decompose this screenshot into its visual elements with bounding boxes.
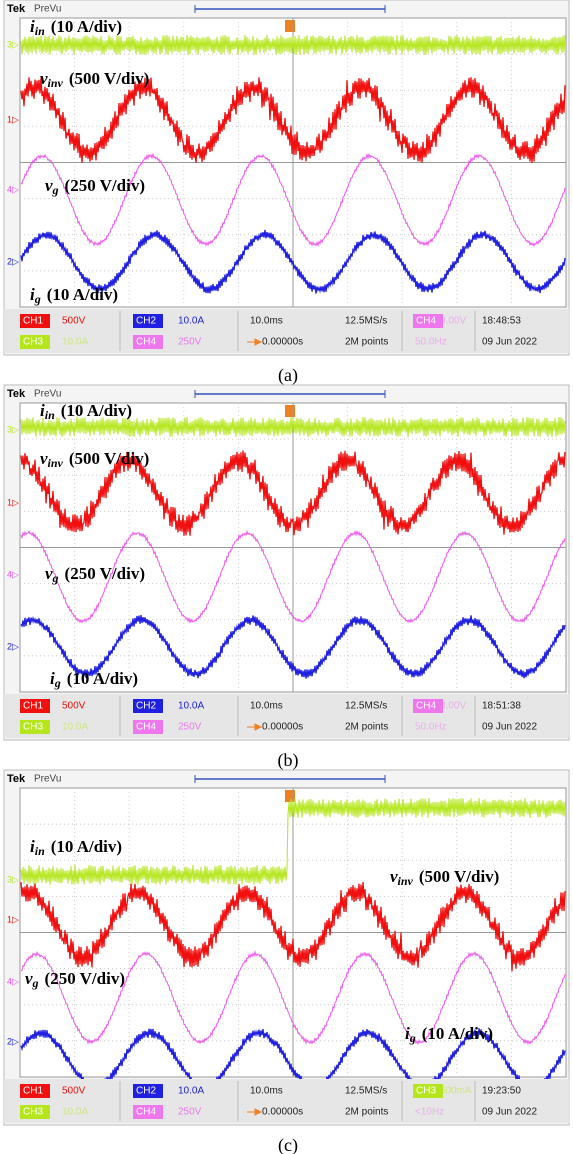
status-value: 12.5MS/s [345, 316, 387, 327]
channel-marker: 1▷ [7, 914, 19, 924]
label-scale: (250 V/div) [65, 564, 145, 583]
status-value: 09 Jun 2022 [482, 1107, 537, 1118]
label-scale: (250 V/div) [45, 969, 125, 988]
status-value: 19:23:50 [482, 1086, 521, 1097]
status-value: 10.0A [62, 337, 88, 348]
channel-name: CH2 [136, 1086, 156, 1097]
channel-name: CH4 [136, 1107, 156, 1118]
label-sub: in [35, 24, 45, 38]
label-sub: inv [48, 456, 64, 470]
label-sub: g [409, 1031, 416, 1045]
channel-marker: 2▷ [7, 256, 19, 266]
channel-name: CH1 [23, 316, 43, 327]
channel-marker: 3▷ [7, 39, 19, 49]
status-value: 10.0A [62, 722, 88, 733]
label-scale: (500 V/div) [69, 449, 149, 468]
mode: PreVu [34, 389, 61, 400]
label-sub: in [35, 844, 45, 858]
status-value: 18:51:38 [482, 701, 521, 712]
label-sub: g [32, 976, 39, 990]
label-scale: (10 A/div) [47, 285, 118, 304]
status-value: 12.5MS/s [345, 701, 387, 712]
status-value: 0.00V [440, 316, 466, 327]
page: TekPreVu3▷1▷4▷2▷iin(10 A/div)vinv(500 V/… [0, 0, 573, 1154]
status-value: <10Hz [415, 1107, 444, 1118]
brand: Tek [7, 388, 26, 400]
channel-marker: 3▷ [7, 424, 19, 434]
caption: (a) [278, 365, 298, 386]
status-value: 250V [178, 337, 202, 348]
label-scale: (10 A/div) [51, 837, 122, 856]
status-value: 09 Jun 2022 [482, 337, 537, 348]
caption: (c) [278, 1135, 298, 1154]
channel-name: CH1 [23, 701, 43, 712]
label-sub: g [34, 292, 41, 306]
channel-name: CH2 [136, 701, 156, 712]
channel-name: CH4 [136, 337, 156, 348]
label-scale: (10 A/div) [61, 401, 132, 420]
status-value: 2M points [345, 722, 388, 733]
status-value: 10.0A [62, 1107, 88, 1118]
channel-name: CH3 [23, 722, 43, 733]
figure: TekPreVu3▷1▷4▷2▷iin(10 A/div)vinv(500 V/… [0, 0, 573, 1154]
status-value: 2M points [345, 1107, 388, 1118]
label-scale: (250 V/div) [65, 176, 145, 195]
label-sub: g [52, 571, 59, 585]
label-sub: g [54, 676, 61, 690]
channel-marker: 1▷ [7, 497, 19, 507]
channel-name: CH4 [416, 701, 436, 712]
status-value: 0.00000s [262, 1107, 303, 1118]
status-value: 18:48:53 [482, 316, 521, 327]
status-value: 10.0ms [250, 1086, 283, 1097]
status-value: 250V [178, 1107, 202, 1118]
status-value: 50.0Hz [415, 337, 447, 348]
channel-name: CH2 [136, 316, 156, 327]
channel-name: CH3 [23, 1107, 43, 1118]
status-value: 0.00000s [262, 337, 303, 348]
label-scale: (10 A/div) [51, 17, 122, 36]
channel-marker: 4▷ [7, 976, 19, 986]
channel-marker: 2▷ [7, 1036, 19, 1046]
label-scale: (500 V/div) [419, 867, 499, 886]
status-value: 10.0ms [250, 701, 283, 712]
channel-marker: 4▷ [7, 184, 19, 194]
channel-name: CH4 [416, 316, 436, 327]
status-value: 500V [62, 316, 86, 327]
label-sub: g [52, 183, 59, 197]
status-value: 10.0ms [250, 316, 283, 327]
label-sub: inv [398, 874, 414, 888]
label-scale: (10 A/div) [67, 669, 138, 688]
status-value: 500mA [440, 1086, 472, 1097]
channel-marker: 3▷ [7, 874, 19, 884]
mode: PreVu [34, 4, 61, 15]
status-value: 0.00000s [262, 722, 303, 733]
channel-marker: 2▷ [7, 641, 19, 651]
caption: (b) [278, 750, 299, 771]
status-value: 10.0A [178, 316, 204, 327]
label-scale: (10 A/div) [422, 1024, 493, 1043]
channel-marker: 4▷ [7, 569, 19, 579]
status-value: 2M points [345, 337, 388, 348]
status-value: 50.0Hz [415, 722, 447, 733]
label-scale: (500 V/div) [69, 69, 149, 88]
mode: PreVu [34, 774, 61, 785]
channel-marker: 1▷ [7, 114, 19, 124]
label-sub: inv [48, 76, 64, 90]
status-value: 500V [62, 701, 86, 712]
status-value: 250V [178, 722, 202, 733]
status-value: 0.00V [440, 701, 466, 712]
status-value: 09 Jun 2022 [482, 722, 537, 733]
channel-name: CH4 [136, 722, 156, 733]
status-value: 10.0A [178, 701, 204, 712]
label-sub: in [45, 408, 55, 422]
brand: Tek [7, 3, 26, 15]
brand: Tek [7, 773, 26, 785]
status-value: 12.5MS/s [345, 1086, 387, 1097]
channel-name: CH1 [23, 1086, 43, 1097]
channel-name: CH3 [23, 337, 43, 348]
status-value: 500V [62, 1086, 86, 1097]
status-value: 10.0A [178, 1086, 204, 1097]
channel-name: CH3 [416, 1086, 436, 1097]
